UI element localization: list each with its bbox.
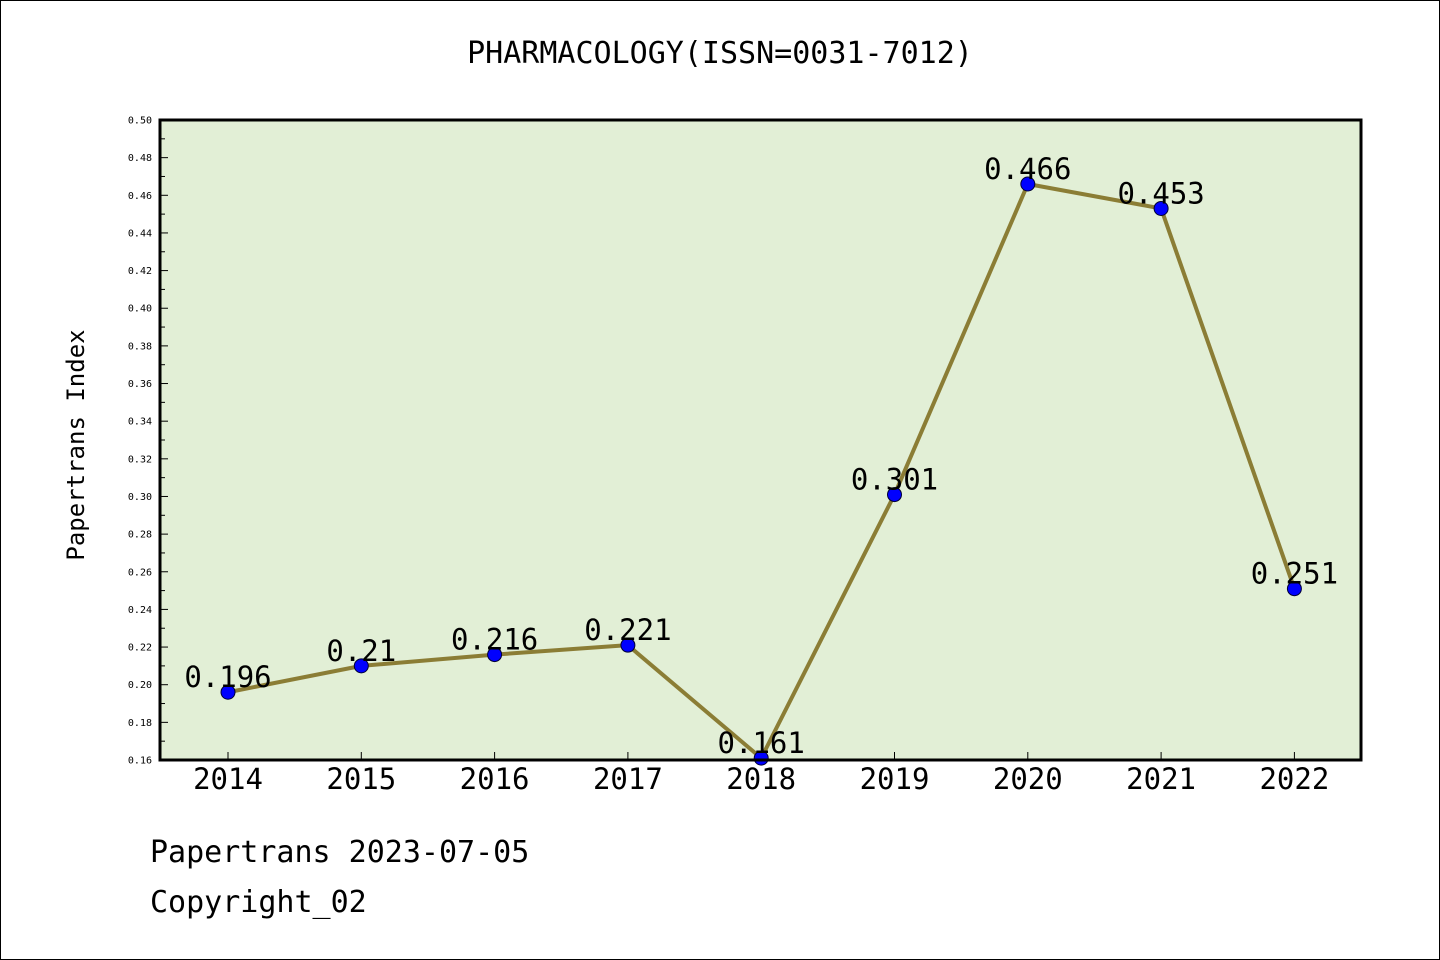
y-axis-label: Papertrans Index [62,329,90,560]
y-tick-label: 0.38 [128,341,152,352]
plot-border [158,118,1363,762]
data-point [620,637,636,653]
x-tick-label: 2017 [593,762,663,796]
x-tick-label: 2020 [993,762,1063,796]
data-label: 0.453 [1117,176,1204,210]
y-tick-label: 0.42 [128,266,152,277]
x-tick-label: 2021 [1126,762,1196,796]
y-tick-label: 0.34 [128,417,152,428]
data-point [1286,581,1302,597]
y-tick-label: 0.46 [128,191,152,202]
y-tick-label: 0.28 [128,530,152,541]
footer-copyright: Copyright_02 [150,885,367,920]
data-label: 0.301 [851,463,938,497]
data-point [220,684,236,700]
data-label: 0.21 [326,634,396,668]
y-tick-label: 0.16 [128,756,152,767]
data-point [353,658,369,674]
y-tick-label: 0.22 [128,643,152,654]
data-point [1020,176,1036,192]
plot-area [160,120,1361,760]
x-tick-label: 2018 [726,762,796,796]
x-tick-label: 2015 [326,762,396,796]
x-tick-label: 2019 [860,762,930,796]
y-tick-label: 0.30 [128,492,152,503]
y-tick-label: 0.48 [128,153,152,164]
chart-title: PHARMACOLOGY(ISSN=0031-7012) [467,36,973,71]
y-tick-label: 0.36 [128,379,152,390]
data-point [1153,200,1169,216]
data-label: 0.216 [451,623,538,657]
data-label: 0.161 [718,726,805,760]
x-tick-label: 2014 [193,762,263,796]
y-tick-label: 0.20 [128,680,152,691]
footer-date: Papertrans 2023-07-05 [150,835,530,870]
data-point [753,750,769,766]
data-label: 0.251 [1251,557,1338,591]
y-tick-label: 0.24 [128,605,152,616]
y-tick-label: 0.40 [128,304,152,315]
y-tick-label: 0.32 [128,454,152,465]
y-tick-label: 0.18 [128,718,152,729]
x-tick-label: 2022 [1259,762,1329,796]
data-point [487,647,503,663]
data-point [887,487,902,503]
y-tick-label: 0.26 [128,567,152,578]
x-tick-label: 2016 [460,762,530,796]
data-label: 0.466 [984,152,1071,186]
y-tick-label: 0.50 [128,116,152,127]
data-label: 0.196 [184,660,271,694]
data-label: 0.221 [584,613,671,647]
y-tick-label: 0.44 [128,228,152,239]
